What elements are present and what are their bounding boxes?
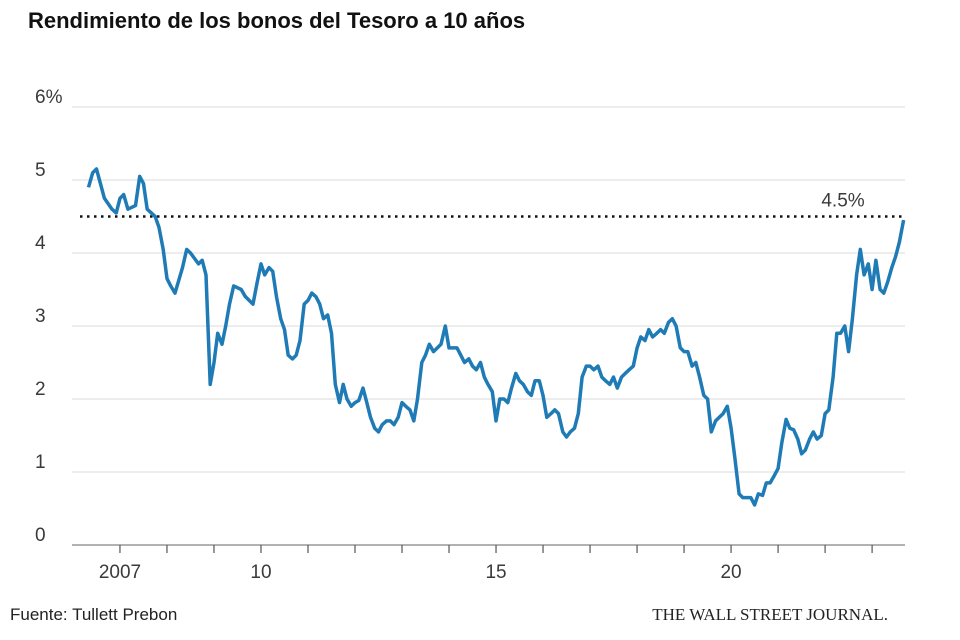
x-tick-label: 2007 [99, 562, 141, 583]
x-tick-label: 10 [250, 562, 271, 583]
x-tick-label: 20 [720, 562, 741, 583]
y-tick-label: 3 [35, 306, 46, 327]
publisher: THE WALL STREET JOURNAL. [652, 605, 888, 624]
y-tick-label: 4 [35, 233, 46, 254]
source-note: Fuente: Tullett Prebon [10, 605, 177, 624]
y-tick-label: 0 [35, 525, 46, 546]
y-tick-label: 6% [35, 87, 63, 108]
data-line [86, 167, 906, 507]
y-tick-label: 5 [35, 160, 46, 181]
chart-title: Rendimiento de los bonos del Tesoro a 10… [28, 8, 525, 33]
x-tick-label: 15 [485, 562, 506, 583]
y-tick-label: 1 [35, 452, 46, 473]
reference-label: 4.5% [821, 191, 864, 212]
y-tick-label: 2 [35, 379, 46, 400]
